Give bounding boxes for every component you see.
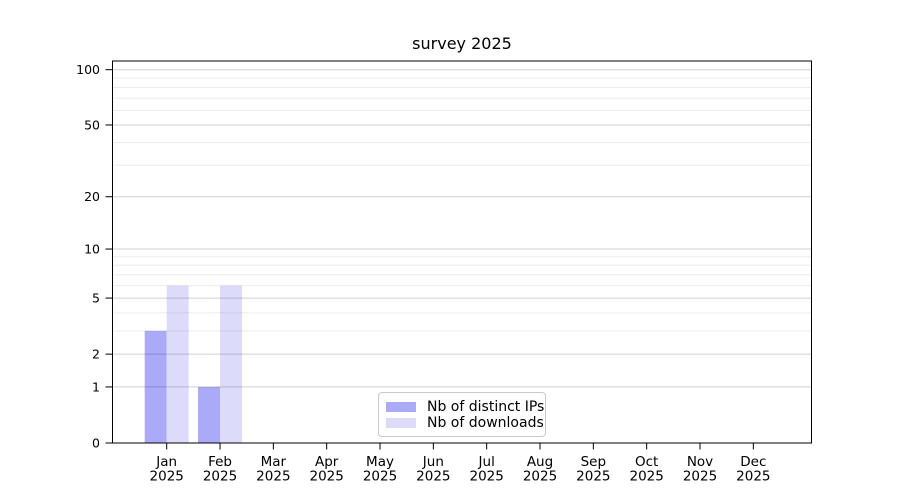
x-tick-label-year: 2025 xyxy=(150,469,184,485)
x-tick-label-month: Jul xyxy=(478,454,495,470)
y-tick-label: 2 xyxy=(92,347,100,362)
y-tick-label: 100 xyxy=(76,62,100,77)
x-tick-label-month: Nov xyxy=(687,454,713,470)
bars xyxy=(144,285,243,443)
legend-label-distinct-ips: Nb of distinct IPs xyxy=(427,398,545,415)
axes-frame xyxy=(112,60,812,444)
y-tick-label: 0 xyxy=(92,436,100,451)
x-tick-label-year: 2025 xyxy=(416,469,450,485)
x-tick-label-month: Jan xyxy=(155,454,177,470)
x-tick-label-month: May xyxy=(366,454,394,470)
bar-jan-downloads xyxy=(166,285,189,443)
x-tick-label-year: 2025 xyxy=(523,469,557,485)
y-tick-label: 10 xyxy=(84,242,100,257)
x-tick-label-month: Jun xyxy=(422,454,444,470)
x-tick-label-year: 2025 xyxy=(470,469,504,485)
legend: Nb of distinct IPs Nb of downloads xyxy=(378,392,546,437)
chart-title: survey 2025 xyxy=(412,34,512,53)
tick-marks xyxy=(105,69,754,450)
x-tick-label-year: 2025 xyxy=(683,469,717,485)
x-tick-label-month: Mar xyxy=(261,454,287,470)
gridlines xyxy=(112,69,812,388)
x-tick-label-month: Feb xyxy=(208,454,232,470)
y-tick-label: 50 xyxy=(84,117,100,132)
x-tick-label-month: Sep xyxy=(581,454,606,470)
bar-feb-ips xyxy=(198,386,221,443)
x-tick-label-year: 2025 xyxy=(629,469,663,485)
x-tick-label-year: 2025 xyxy=(576,469,610,485)
legend-label-downloads: Nb of downloads xyxy=(427,414,544,431)
x-tick-label-year: 2025 xyxy=(310,469,344,485)
x-tick-label-month: Dec xyxy=(740,454,766,470)
x-tick-label-month: Aug xyxy=(527,454,553,470)
x-tick-label-year: 2025 xyxy=(363,469,397,485)
y-tick-label: 1 xyxy=(92,379,100,394)
legend-swatch-distinct-ips-icon xyxy=(386,401,416,412)
legend-item-downloads: Nb of downloads xyxy=(386,415,544,431)
legend-item-distinct-ips: Nb of distinct IPs xyxy=(386,399,544,415)
bar-feb-downloads xyxy=(220,285,243,443)
legend-swatch-downloads-icon xyxy=(386,417,416,428)
x-tick-label-month: Apr xyxy=(315,454,339,470)
x-tick-label-month: Oct xyxy=(635,454,658,470)
x-tick-label-year: 2025 xyxy=(736,469,770,485)
bar-jan-ips xyxy=(144,330,167,443)
x-tick-label-year: 2025 xyxy=(203,469,237,485)
tick-labels: 0125102050100Jan2025Feb2025Mar2025Apr202… xyxy=(76,62,770,484)
y-tick-label: 20 xyxy=(84,189,100,204)
x-tick-label-year: 2025 xyxy=(256,469,290,485)
y-tick-label: 5 xyxy=(92,291,100,306)
plot-border xyxy=(112,60,812,444)
